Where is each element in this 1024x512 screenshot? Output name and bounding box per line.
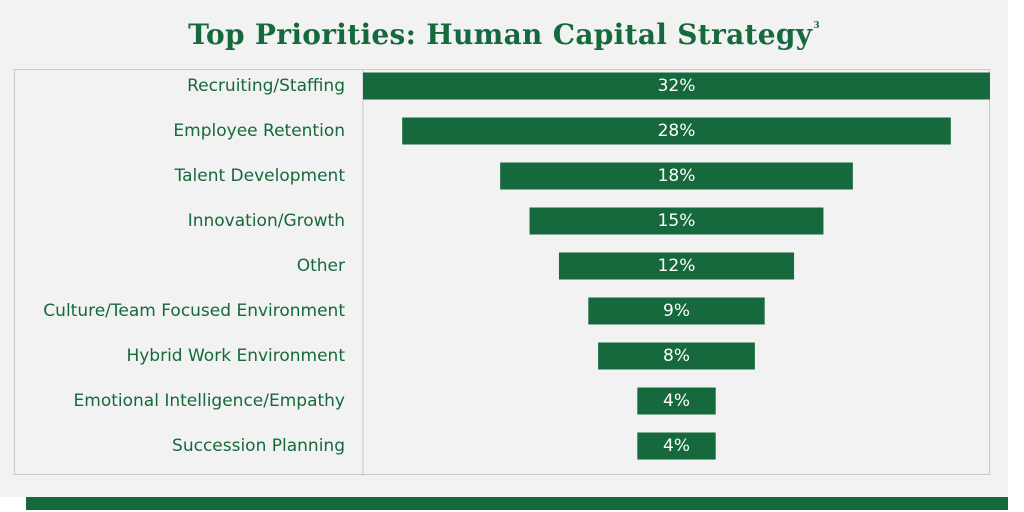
bar-value-label: 9% xyxy=(663,301,690,321)
funnel-bar xyxy=(588,297,765,325)
chart-title-text: Top Priorities: Human Capital Strategy xyxy=(188,18,813,51)
category-label: Employee Retention xyxy=(173,121,345,141)
funnel-bar xyxy=(363,72,990,100)
chart-card: Top Priorities: Human Capital Strategy3 … xyxy=(0,0,1008,497)
bar-value-label: 28% xyxy=(658,121,696,141)
category-label: Other xyxy=(297,256,345,276)
funnel-bar xyxy=(500,162,853,190)
bar-value-label: 12% xyxy=(658,256,696,276)
category-label: Hybrid Work Environment xyxy=(126,346,345,366)
bar-value-label: 8% xyxy=(663,346,690,366)
funnel-chart: Recruiting/Staffing 32% Employee Retention… xyxy=(43,70,990,476)
chart-frame: Recruiting/Staffing 32% Employee Retention… xyxy=(14,69,990,476)
funnel-bar xyxy=(529,207,824,235)
funnel-bar xyxy=(637,387,716,415)
funnel-bar xyxy=(598,342,755,370)
category-label: Talent Development xyxy=(174,166,346,186)
chart-title: Top Priorities: Human Capital Strategy3 xyxy=(0,6,1008,55)
bar-value-label: 15% xyxy=(658,211,696,231)
bar-value-label: 32% xyxy=(658,76,696,96)
category-label: Innovation/Growth xyxy=(188,211,345,231)
category-label: Recruiting/Staffing xyxy=(187,76,345,96)
funnel-bar xyxy=(558,252,795,280)
funnel-bar xyxy=(402,117,951,145)
category-label: Culture/Team Focused Environment xyxy=(43,301,345,321)
funnel-bar xyxy=(637,432,716,460)
category-label: Succession Planning xyxy=(172,436,345,456)
bar-value-label: 4% xyxy=(663,391,690,411)
bar-value-label: 4% xyxy=(663,436,690,456)
category-label: Emotional Intelligence/Empathy xyxy=(74,391,345,411)
bar-value-label: 18% xyxy=(658,166,696,186)
title-footnote-marker: 3 xyxy=(813,21,820,31)
